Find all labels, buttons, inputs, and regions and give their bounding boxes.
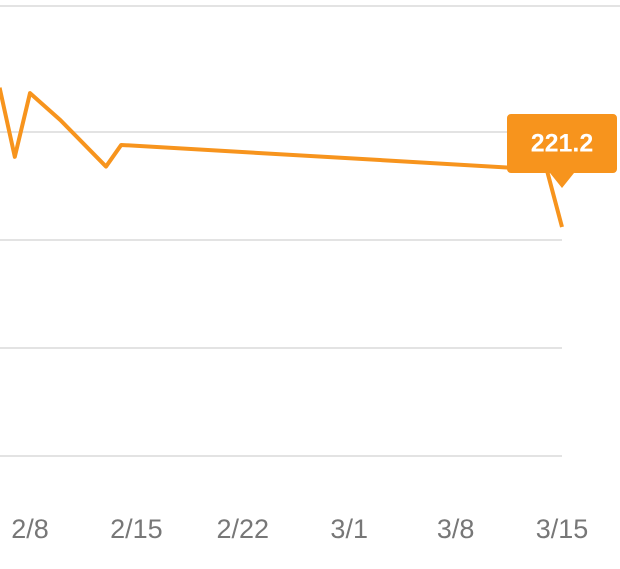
x-tick-label: 2/8 [11,514,49,544]
line [0,87,564,228]
x-tick-label: 3/8 [437,514,475,544]
tooltip: 221.2 [507,114,617,188]
tooltip-box [507,114,617,188]
tooltip-value: 221.2 [531,130,594,158]
x-tick-label: 2/22 [217,514,270,544]
x-tick-label: 3/1 [330,514,368,544]
x-tick-label: 3/15 [536,514,589,544]
x-tick-label: 2/15 [110,514,163,544]
